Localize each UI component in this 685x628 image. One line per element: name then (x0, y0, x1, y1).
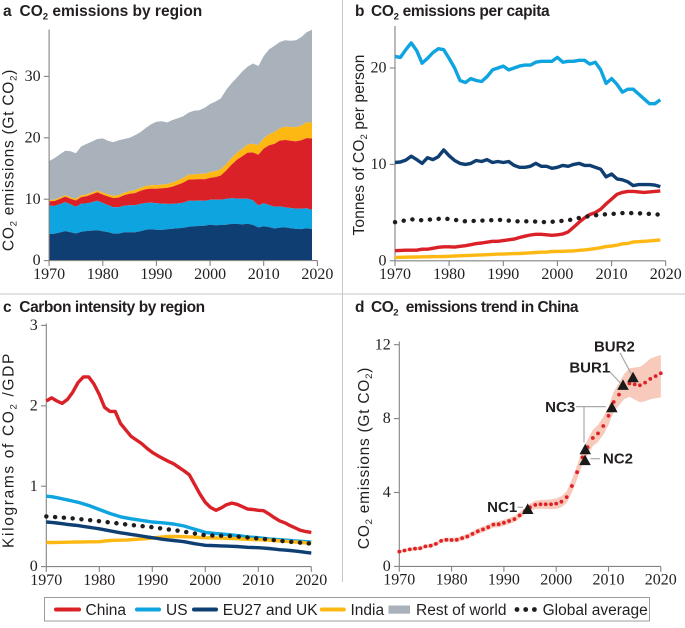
svg-text:1980: 1980 (87, 266, 119, 283)
svg-text:2020: 2020 (295, 572, 327, 589)
svg-text:2: 2 (30, 397, 38, 414)
svg-text:3: 3 (30, 317, 38, 334)
svg-text:US: US (166, 602, 188, 619)
svg-text:1980: 1980 (83, 572, 115, 589)
svg-text:2010: 2010 (248, 266, 280, 283)
svg-text:NC2: NC2 (603, 451, 633, 468)
svg-text:Tonnes of CO2​ per person: Tonnes of CO2​ per person (351, 55, 370, 236)
svg-text:2010: 2010 (593, 572, 625, 589)
svg-text:India: India (351, 602, 385, 619)
svg-text:1990: 1990 (140, 266, 172, 283)
svg-text:CO2 emissions by region: CO2 emissions by region (20, 3, 203, 22)
svg-text:NC3: NC3 (545, 399, 575, 416)
svg-text:CO2​ emissions (Gt CO2​): CO2​ emissions (Gt CO2​) (1, 69, 20, 251)
svg-text:c: c (3, 299, 12, 316)
svg-text:1970: 1970 (33, 266, 65, 283)
svg-text:0: 0 (33, 252, 41, 269)
svg-text:CO2 emissions per capita: CO2 emissions per capita (371, 3, 550, 22)
svg-text:d: d (355, 299, 364, 316)
svg-text:1980: 1980 (433, 266, 465, 283)
svg-text:2000: 2000 (194, 266, 226, 283)
svg-text:1970: 1970 (30, 572, 62, 589)
svg-text:2000: 2000 (541, 266, 573, 283)
svg-text:a: a (3, 3, 12, 20)
svg-text:0: 0 (383, 558, 391, 575)
svg-text:China: China (86, 602, 127, 619)
svg-text:2000: 2000 (540, 572, 572, 589)
svg-text:10: 10 (371, 156, 387, 173)
svg-text:20: 20 (371, 60, 387, 77)
svg-text:NC1: NC1 (487, 499, 517, 516)
svg-text:b: b (355, 3, 364, 20)
svg-text:0: 0 (379, 252, 387, 269)
svg-text:EU27 and UK: EU27 and UK (223, 602, 318, 619)
svg-text:Carbon intensity by region: Carbon intensity by region (19, 299, 204, 316)
svg-text:CO2​ emissions (Gt CO2​): CO2​ emissions (Gt CO2​) (356, 367, 375, 549)
svg-text:1980: 1980 (436, 572, 468, 589)
svg-text:0: 0 (30, 558, 38, 575)
svg-text:1970: 1970 (379, 266, 411, 283)
svg-text:2020: 2020 (301, 266, 333, 283)
svg-text:8: 8 (383, 410, 391, 427)
svg-text:2010: 2010 (242, 572, 274, 589)
svg-text:20: 20 (25, 129, 41, 146)
svg-text:12: 12 (375, 336, 391, 353)
svg-text:1970: 1970 (383, 572, 415, 589)
svg-text:1990: 1990 (487, 266, 519, 283)
svg-text:1990: 1990 (136, 572, 168, 589)
svg-text:4: 4 (383, 484, 391, 501)
svg-text:CO2 emissions trend in China: CO2 emissions trend in China (371, 299, 579, 318)
svg-text:Global average: Global average (543, 602, 648, 619)
svg-text:1990: 1990 (488, 572, 520, 589)
svg-text:Rest of world: Rest of world (416, 602, 506, 619)
svg-text:Kilograms of CO2​ /GDP: Kilograms of CO2​ /GDP (1, 352, 20, 548)
svg-text:2020: 2020 (645, 572, 677, 589)
svg-text:BUR2: BUR2 (594, 339, 635, 356)
svg-text:30: 30 (25, 68, 41, 85)
svg-text:1: 1 (30, 478, 38, 495)
svg-text:10: 10 (25, 191, 41, 208)
svg-text:BUR1: BUR1 (569, 360, 610, 377)
svg-text:2000: 2000 (189, 572, 221, 589)
svg-text:2020: 2020 (650, 266, 682, 283)
svg-text:2010: 2010 (596, 266, 628, 283)
